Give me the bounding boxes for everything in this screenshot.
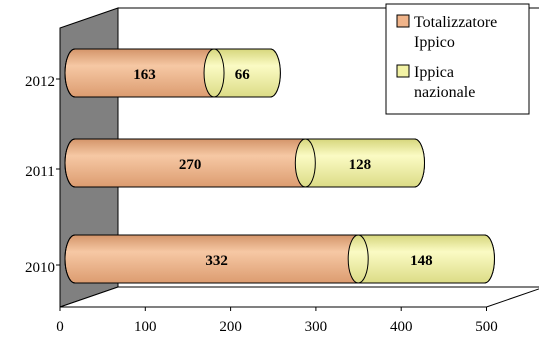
legend-label: Ippico [414, 34, 455, 51]
legend-box [385, 3, 530, 115]
bar-left-cap [64, 48, 76, 98]
legend: Totalizzatore Ippico Ippica nazionale [385, 3, 530, 115]
floor [59, 286, 539, 308]
category-label-2011: 2011 [25, 164, 54, 180]
legend-label: Totalizzatore [414, 14, 497, 31]
segment-divider [305, 138, 316, 188]
x-axis: 0 100 200 300 400 500 [56, 307, 498, 335]
data-label: 148 [410, 253, 433, 269]
x-tick-label: 200 [219, 319, 242, 335]
data-label: 332 [205, 253, 228, 269]
data-label: 270 [179, 157, 202, 173]
category-label-2012: 2012 [25, 74, 55, 90]
data-label: 66 [235, 67, 251, 83]
segment-divider [213, 48, 225, 98]
legend-swatch-ippica-nazionale [396, 64, 410, 78]
segment-divider [358, 234, 369, 284]
x-tick-label: 500 [475, 319, 498, 335]
data-label: 128 [349, 157, 372, 173]
x-tick-label: 100 [134, 319, 157, 335]
x-tick-label: 400 [390, 319, 413, 335]
bar-left-cap [64, 234, 76, 284]
y-axis-category-labels: 2010 2011 2012 [25, 74, 60, 276]
x-tick-label: 300 [305, 319, 328, 335]
legend-label: nazionale [414, 84, 475, 101]
legend-label: Ippica [414, 64, 454, 81]
bar-ippica-nazionale-2010 [347, 234, 495, 284]
legend-swatch-totalizzatore-ippico [396, 14, 410, 28]
bar-left-cap [64, 138, 76, 188]
bar-series-group: 332 148 270 128 163 66 [64, 48, 495, 284]
category-label-2010: 2010 [25, 260, 55, 276]
x-tick-label: 0 [56, 319, 64, 335]
data-label: 163 [133, 67, 156, 83]
bar-ippica-nazionale-2011 [294, 138, 425, 188]
